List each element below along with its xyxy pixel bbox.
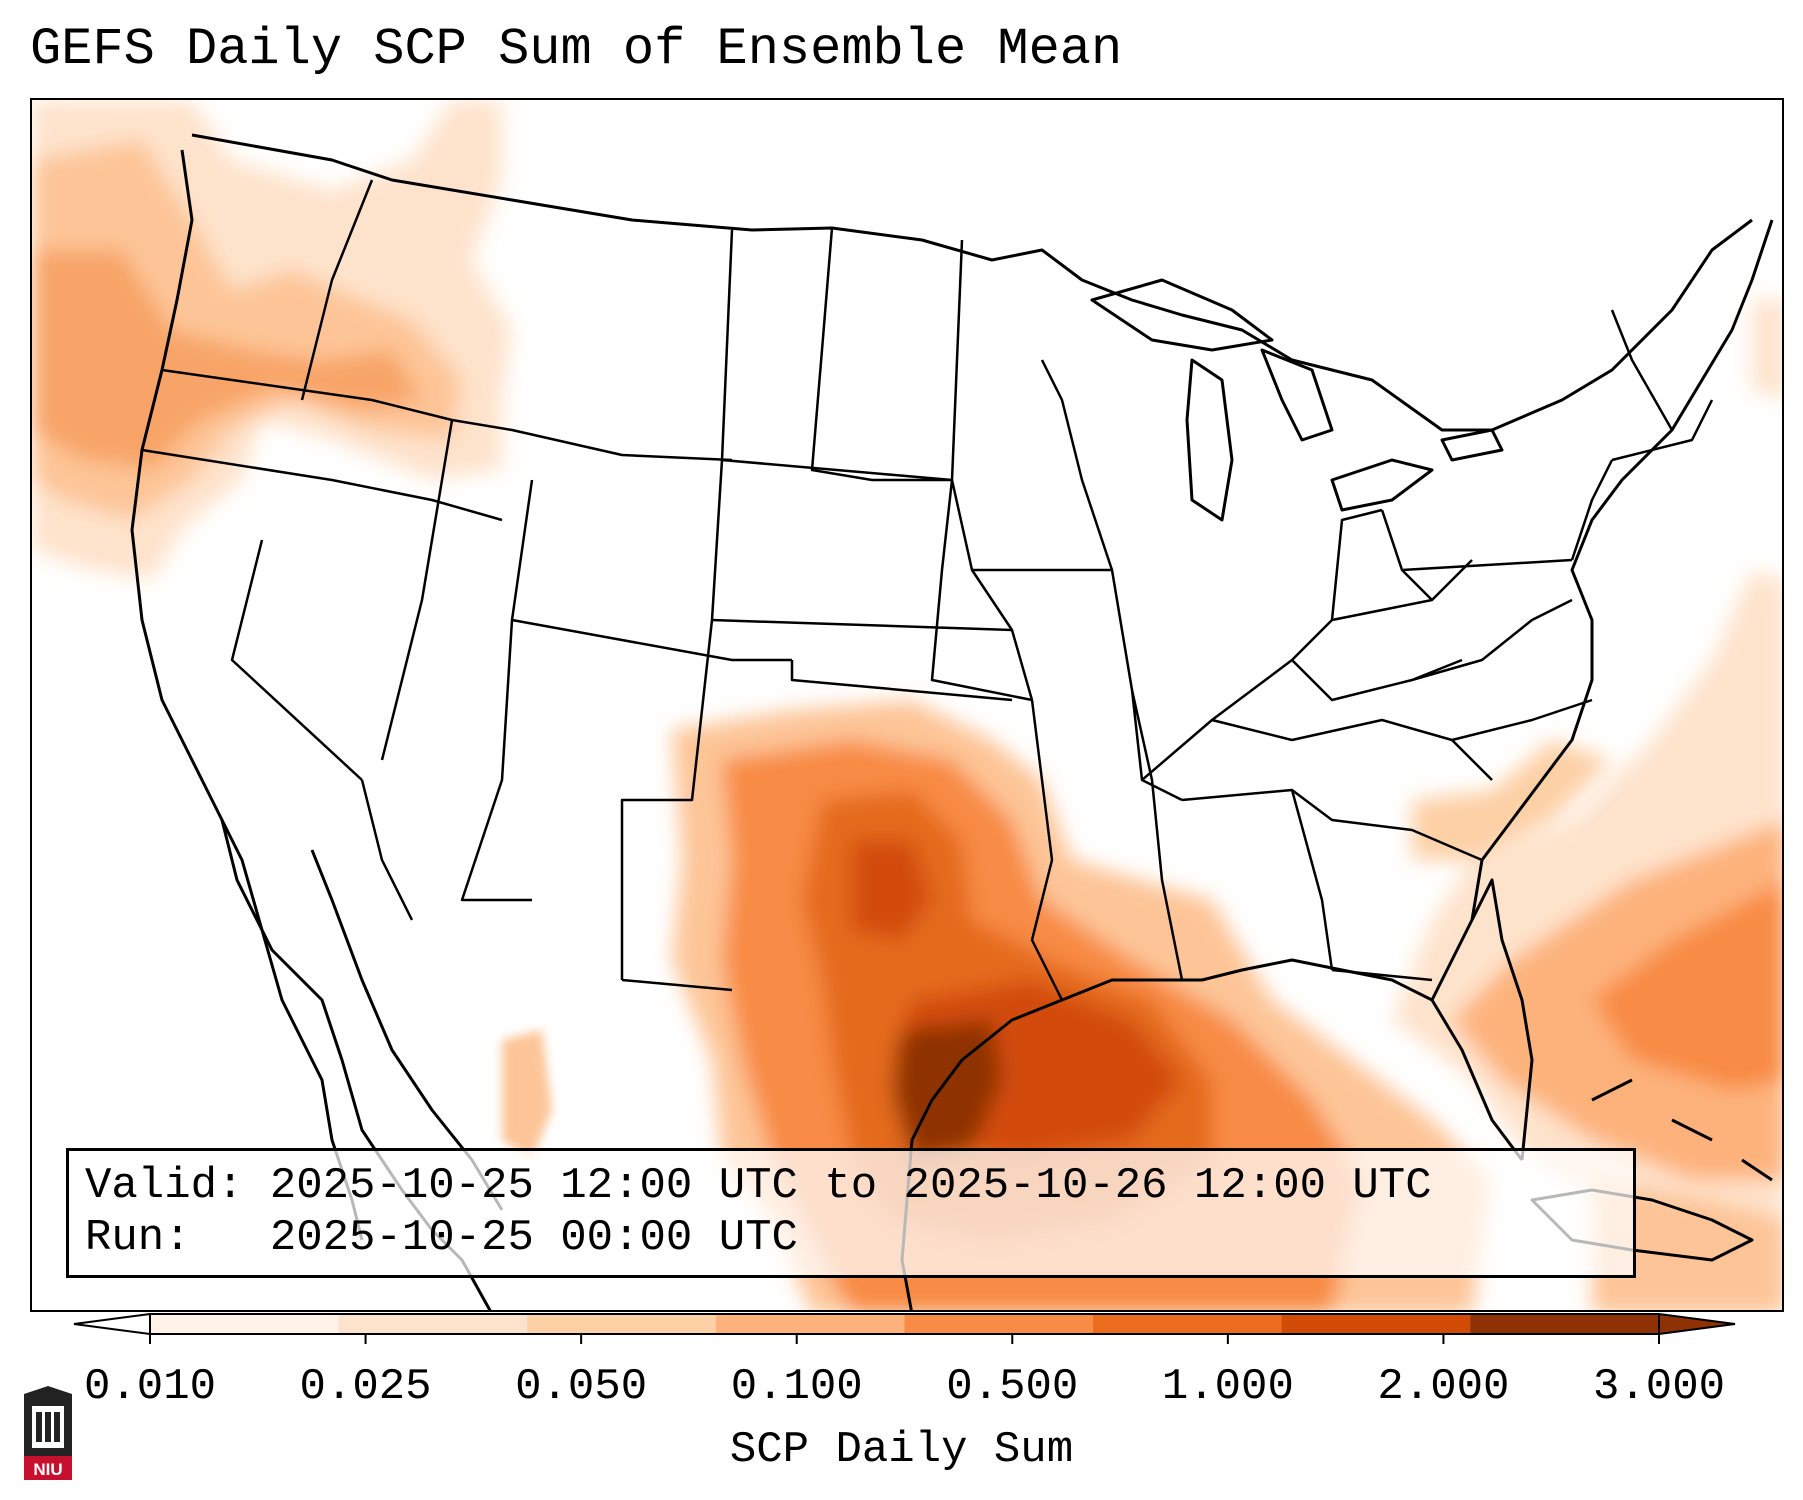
shading-northwest: [32, 100, 512, 580]
map-panel: [30, 98, 1784, 1312]
gulf-coast: [910, 958, 1524, 1161]
colorbar-segment: [1470, 1314, 1660, 1334]
colorbar-segment: [1281, 1314, 1471, 1334]
run-time-text: Run: 2025-10-25 00:00 UTC: [85, 1213, 798, 1263]
colorbar-segments: [150, 1314, 1660, 1334]
colorbar-segment: [527, 1314, 717, 1334]
colorbar-tick-label: 1.000: [1161, 1362, 1294, 1412]
shading-atlantic: [1392, 300, 1782, 1310]
colorbar-tick-label: 0.100: [730, 1362, 863, 1412]
valid-run-box: Valid: 2025-10-25 12:00 UTC to 2025-10-2…: [66, 1148, 1636, 1278]
scp-map: [32, 100, 1782, 1310]
colorbar-extend-high: [1658, 1312, 1736, 1336]
scp-shading: [32, 100, 1782, 1310]
colorbar-label: SCP Daily Sum: [729, 1425, 1074, 1475]
colorbar-extend-low: [73, 1312, 151, 1336]
us-canada-border: [191, 133, 1753, 432]
colorbar-tick-label: 2.000: [1377, 1362, 1510, 1412]
colorbar-segment: [150, 1314, 340, 1334]
colorbar-tick-label: 0.500: [946, 1362, 1079, 1412]
valid-time-text: Valid: 2025-10-25 12:00 UTC to 2025-10-2…: [85, 1161, 1432, 1211]
niu-logo: NIU: [24, 1386, 72, 1480]
east-coast: [1470, 219, 1774, 921]
florida-coast: [1430, 878, 1534, 1161]
map-title: GEFS Daily SCP Sum of Ensemble Mean: [30, 20, 1123, 79]
colorbar-segment: [904, 1314, 1094, 1334]
colorbar-segment: [338, 1314, 528, 1334]
colorbar: [73, 1312, 1736, 1344]
colorbar-ticks: [149, 1334, 1660, 1344]
colorbar-tick-label: 0.025: [299, 1362, 432, 1412]
shading-baja: [502, 1030, 552, 1160]
bahamas: [1591, 1078, 1773, 1182]
colorbar-outline: [149, 1313, 1660, 1335]
colorbar-tick-label: 3.000: [1592, 1362, 1726, 1412]
great-lakes: [1090, 278, 1504, 522]
niu-logo-text: NIU: [33, 1460, 62, 1479]
state-lines: [141, 179, 1714, 1001]
colorbar-tick-label: 0.010: [83, 1362, 217, 1412]
colorbar-segment: [1093, 1314, 1283, 1334]
colorbar-segment: [715, 1314, 905, 1334]
colorbar-tick-label: 0.050: [515, 1362, 648, 1412]
